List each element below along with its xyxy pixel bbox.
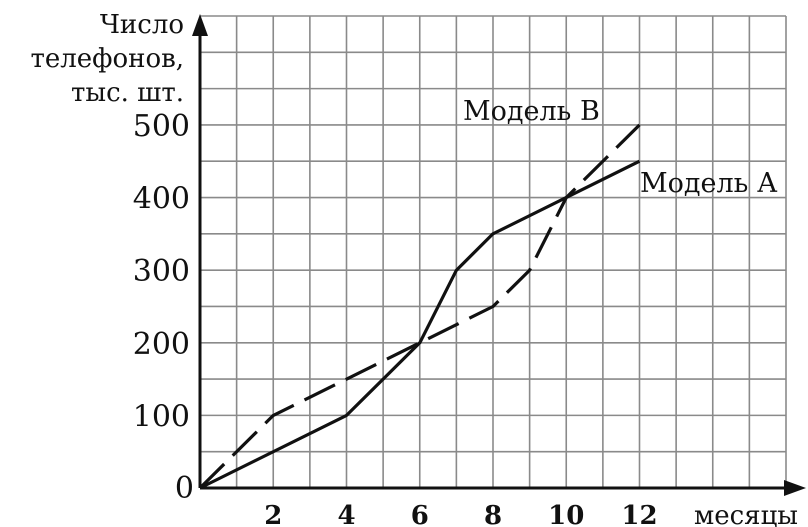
x-tick-label: 2 bbox=[264, 501, 282, 527]
axes bbox=[192, 14, 806, 496]
x-tick-label: 6 bbox=[411, 501, 429, 527]
x-axis-arrow-icon bbox=[784, 480, 806, 496]
y-axis-title-line-3: тыс. шт. bbox=[71, 78, 184, 108]
x-tick-label: 12 bbox=[621, 501, 657, 527]
x-axis-title: месяцы bbox=[694, 501, 798, 527]
origin-label: 0 bbox=[175, 471, 194, 506]
x-tick-label: 4 bbox=[337, 501, 355, 527]
y-axis-arrow-icon bbox=[192, 14, 208, 36]
y-tick-label: 100 bbox=[133, 399, 190, 434]
tick-labels: 100 200 300 400 500 2 4 6 8 10 12 bbox=[133, 109, 658, 527]
grid bbox=[200, 15, 787, 488]
y-axis-title-line-2: телефонов, bbox=[30, 44, 184, 74]
y-axis-title-line-1: Число bbox=[100, 10, 184, 40]
y-tick-label: 400 bbox=[133, 182, 190, 217]
x-tick-label: 10 bbox=[548, 501, 584, 527]
series-line-model-b bbox=[198, 123, 641, 490]
y-tick-label: 200 bbox=[133, 327, 190, 362]
series-label-model-a: Модель А bbox=[640, 168, 778, 199]
series-label-model-b: Модель В bbox=[463, 96, 600, 127]
series bbox=[198, 123, 641, 490]
y-tick-label: 500 bbox=[133, 109, 190, 144]
x-tick-label: 8 bbox=[484, 501, 502, 527]
series-line-model-a bbox=[199, 159, 641, 490]
y-tick-label: 300 bbox=[133, 254, 190, 289]
